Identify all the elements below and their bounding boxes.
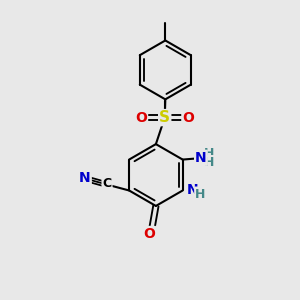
Text: S: S bbox=[159, 110, 170, 125]
Text: H: H bbox=[203, 156, 214, 169]
Text: H: H bbox=[195, 188, 206, 200]
Text: N: N bbox=[187, 183, 199, 196]
Text: N: N bbox=[195, 151, 207, 165]
Text: O: O bbox=[135, 111, 147, 124]
Text: O: O bbox=[143, 227, 155, 241]
Text: C: C bbox=[103, 177, 112, 190]
Text: H: H bbox=[203, 147, 214, 160]
Text: N: N bbox=[79, 171, 91, 185]
Text: O: O bbox=[182, 111, 194, 124]
